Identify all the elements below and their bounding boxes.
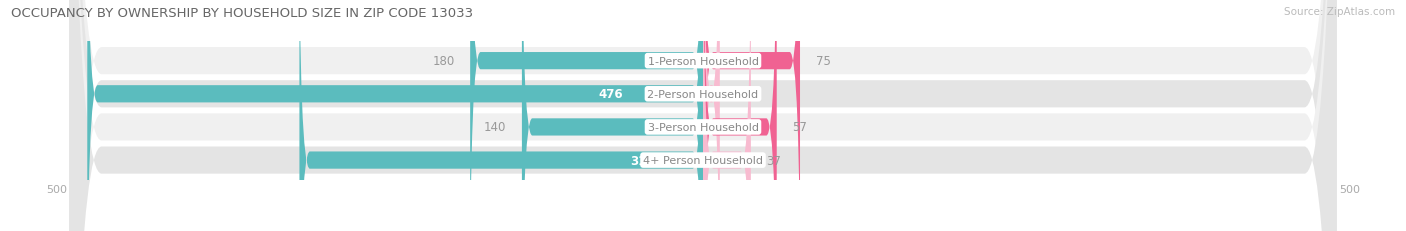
FancyBboxPatch shape: [87, 0, 703, 231]
FancyBboxPatch shape: [522, 0, 703, 231]
Text: 37: 37: [766, 154, 782, 167]
FancyBboxPatch shape: [470, 0, 703, 231]
FancyBboxPatch shape: [703, 0, 800, 231]
Text: 75: 75: [815, 55, 831, 68]
Text: 57: 57: [792, 121, 807, 134]
FancyBboxPatch shape: [69, 0, 1337, 231]
Text: 140: 140: [484, 121, 506, 134]
Text: OCCUPANCY BY OWNERSHIP BY HOUSEHOLD SIZE IN ZIP CODE 13033: OCCUPANCY BY OWNERSHIP BY HOUSEHOLD SIZE…: [11, 7, 474, 20]
Text: 1-Person Household: 1-Person Household: [648, 56, 758, 66]
Text: Source: ZipAtlas.com: Source: ZipAtlas.com: [1284, 7, 1395, 17]
Text: 13: 13: [735, 88, 751, 101]
Text: 4+ Person Household: 4+ Person Household: [643, 155, 763, 165]
FancyBboxPatch shape: [703, 0, 720, 231]
FancyBboxPatch shape: [69, 0, 1337, 231]
Text: 2-Person Household: 2-Person Household: [647, 89, 759, 99]
Text: 476: 476: [599, 88, 623, 101]
FancyBboxPatch shape: [69, 0, 1337, 231]
FancyBboxPatch shape: [69, 0, 1337, 231]
FancyBboxPatch shape: [299, 0, 703, 231]
FancyBboxPatch shape: [703, 0, 751, 231]
Text: 3-Person Household: 3-Person Household: [648, 122, 758, 132]
FancyBboxPatch shape: [703, 0, 776, 231]
Text: 180: 180: [433, 55, 454, 68]
Text: 312: 312: [630, 154, 655, 167]
